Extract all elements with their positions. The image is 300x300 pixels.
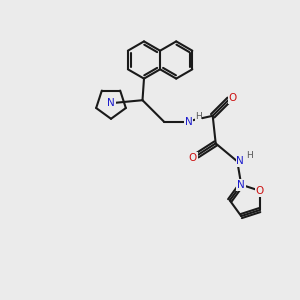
Text: O: O [188, 153, 197, 163]
Text: N: N [107, 98, 115, 108]
Text: O: O [229, 93, 237, 103]
Text: O: O [256, 186, 264, 196]
Text: N: N [237, 180, 245, 190]
Text: N: N [185, 117, 193, 127]
Text: H: H [247, 152, 253, 160]
Text: N: N [236, 156, 244, 167]
Text: H: H [195, 112, 202, 121]
